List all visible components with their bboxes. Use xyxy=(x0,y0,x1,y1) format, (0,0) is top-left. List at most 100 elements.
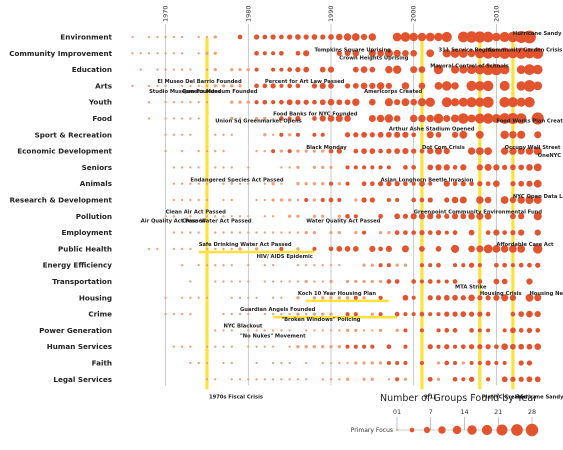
category-label: Employment xyxy=(61,228,112,237)
dot xyxy=(345,181,350,186)
dot xyxy=(214,264,217,267)
event-label: Housing New York xyxy=(529,291,563,297)
dot xyxy=(411,312,416,317)
dot xyxy=(305,264,308,267)
dot xyxy=(474,113,485,124)
dot xyxy=(271,198,275,202)
dot xyxy=(279,116,284,121)
dot xyxy=(444,360,450,366)
dot xyxy=(411,279,417,284)
dot xyxy=(213,35,217,39)
dot xyxy=(172,247,176,251)
dot xyxy=(214,231,217,234)
dot xyxy=(435,246,442,252)
highlight-span-1974 xyxy=(198,250,315,254)
dot xyxy=(510,263,515,268)
dot xyxy=(434,32,443,42)
dot xyxy=(180,84,184,88)
dot xyxy=(271,51,276,56)
dot xyxy=(509,245,517,253)
highlight-span-1983 xyxy=(273,315,398,319)
highlight-label-2012: Hurricane Sandy Hits xyxy=(515,394,563,400)
dot xyxy=(271,67,276,72)
dot xyxy=(172,52,176,55)
dot xyxy=(345,328,350,333)
dot xyxy=(238,67,242,72)
dot xyxy=(180,182,184,185)
dot xyxy=(288,378,291,381)
dot xyxy=(509,131,517,139)
dot xyxy=(468,294,475,302)
dot xyxy=(460,213,467,220)
dot xyxy=(501,278,508,285)
dot xyxy=(518,360,524,366)
event-label: Black Monday xyxy=(306,145,347,151)
dot xyxy=(189,345,192,348)
dot xyxy=(403,328,408,333)
dot xyxy=(485,181,491,187)
legend-title: Number of Groups Found by Year xyxy=(380,393,537,404)
dot xyxy=(386,360,391,366)
dot xyxy=(385,82,392,89)
dot xyxy=(164,215,167,218)
dot xyxy=(230,182,233,185)
dot xyxy=(362,377,366,381)
dot xyxy=(417,32,427,42)
event-label: Water Quality Act Passed xyxy=(306,218,380,224)
dot xyxy=(466,97,477,108)
dot xyxy=(369,82,376,89)
dot xyxy=(205,247,209,251)
dot xyxy=(493,164,500,171)
category-label: Public Health xyxy=(58,244,112,253)
dot xyxy=(172,231,176,234)
dot xyxy=(172,198,176,202)
dot xyxy=(263,116,267,121)
dot xyxy=(515,113,527,124)
dot xyxy=(205,84,209,88)
dot xyxy=(321,345,325,349)
dot xyxy=(436,361,441,365)
dot xyxy=(387,230,391,235)
dot xyxy=(441,81,452,91)
dot xyxy=(214,166,217,169)
dot xyxy=(345,165,350,170)
dot xyxy=(312,230,317,235)
dot xyxy=(263,215,267,218)
dot xyxy=(131,84,134,88)
dot xyxy=(492,245,501,253)
dot xyxy=(286,99,293,106)
dot xyxy=(254,50,259,56)
dot xyxy=(296,345,300,349)
dot xyxy=(189,231,192,234)
dot xyxy=(237,34,243,40)
dot xyxy=(279,50,284,56)
dot xyxy=(477,360,482,366)
dot xyxy=(394,148,401,154)
dot xyxy=(172,133,176,136)
dot xyxy=(247,329,250,332)
dot xyxy=(164,35,167,39)
dot xyxy=(499,47,511,59)
dot xyxy=(287,133,292,137)
dot xyxy=(321,296,325,300)
dot xyxy=(321,149,325,153)
dot xyxy=(263,198,267,202)
dot xyxy=(255,296,258,299)
dot xyxy=(502,328,507,333)
dot xyxy=(353,148,359,154)
dot xyxy=(263,182,267,185)
dot xyxy=(296,231,300,234)
dot xyxy=(370,361,375,365)
legend-dot xyxy=(395,428,399,432)
dot xyxy=(296,247,300,251)
event-label: Affordable Care Act xyxy=(496,242,554,248)
dot xyxy=(411,295,416,300)
dot xyxy=(451,213,459,220)
dot xyxy=(311,83,318,89)
dot xyxy=(337,345,341,349)
legend-tick-label: 7 xyxy=(429,408,433,416)
dot xyxy=(468,344,475,350)
dot xyxy=(352,49,360,57)
dot xyxy=(403,312,408,317)
event-label: Housing Crisis xyxy=(480,291,522,297)
